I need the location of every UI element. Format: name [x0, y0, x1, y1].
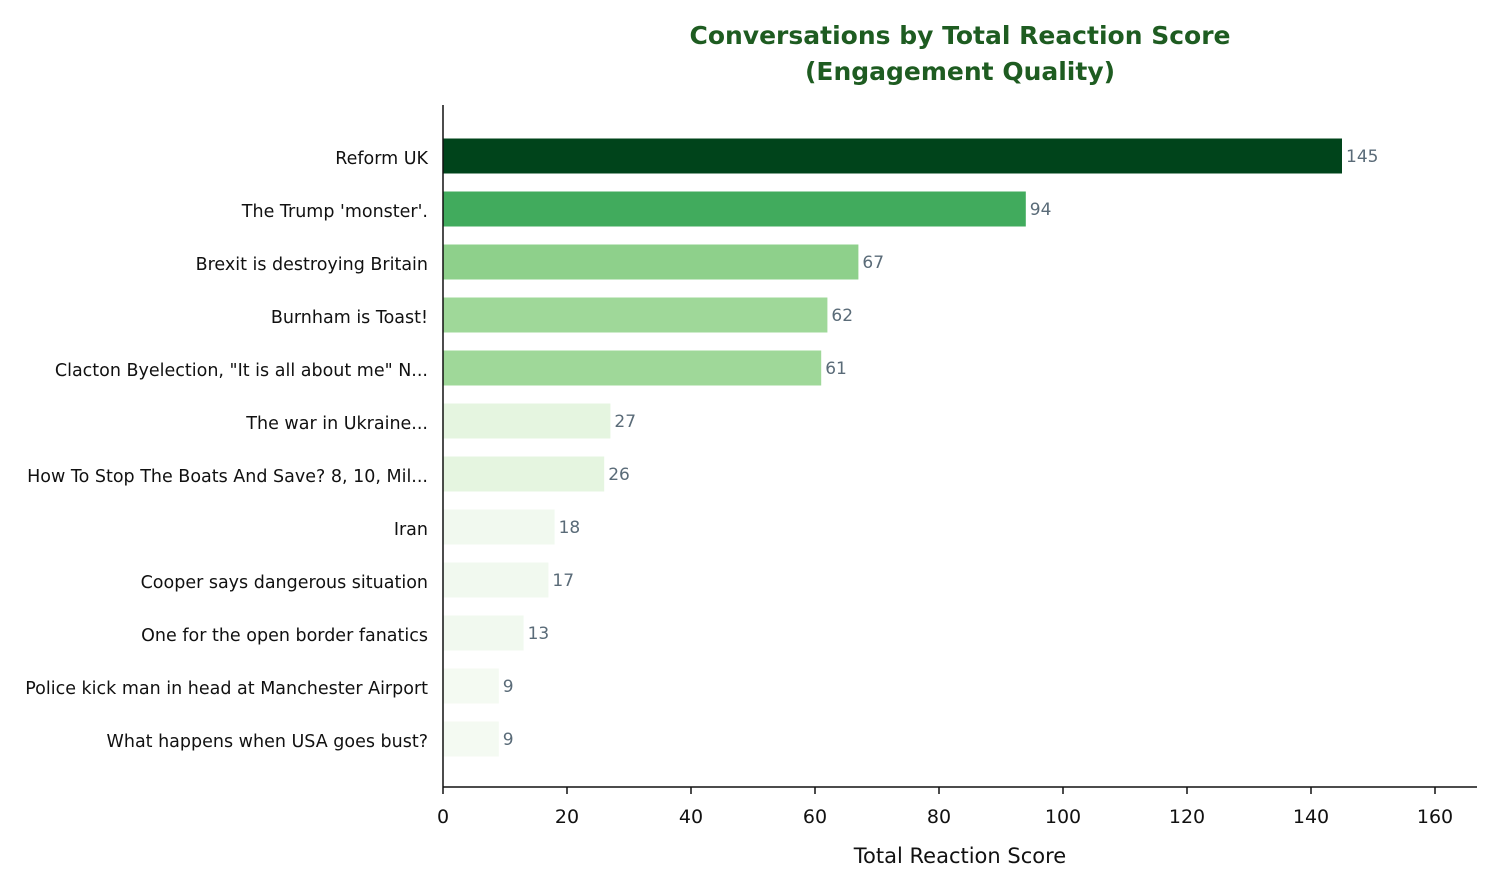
- category-label: How To Stop The Boats And Save? 8, 10, M…: [27, 467, 428, 487]
- category-label: What happens when USA goes bust?: [107, 732, 428, 752]
- value-label: 94: [1030, 200, 1052, 220]
- bar: [443, 138, 1342, 174]
- bar: [443, 244, 859, 280]
- bar: [443, 403, 611, 439]
- category-label: Cooper says dangerous situation: [141, 573, 428, 593]
- x-axis-title: Total Reaction Score: [853, 844, 1066, 868]
- x-tick-label: 160: [1417, 806, 1453, 828]
- x-axis-ticks: 0 20 40 60 80 100 120 140 160: [437, 787, 1453, 828]
- x-tick-label: 60: [803, 806, 827, 828]
- bar: [443, 668, 499, 704]
- category-label: Police kick man in head at Manchester Ai…: [25, 679, 428, 699]
- category-label: One for the open border fanatics: [141, 626, 428, 646]
- value-label: 27: [614, 412, 636, 432]
- x-tick-label: 100: [1045, 806, 1081, 828]
- chart-subtitle: (Engagement Quality): [805, 57, 1115, 86]
- chart-title: Conversations by Total Reaction Score: [689, 21, 1230, 50]
- value-label: 17: [552, 571, 574, 591]
- bar: [443, 615, 524, 651]
- value-labels: 145 94 67 62 61 27 26 18 17 13 9 9: [503, 147, 1379, 750]
- category-labels: Reform UK The Trump 'monster'. Brexit is d…: [25, 149, 428, 752]
- category-label: Brexit is destroying Britain: [196, 255, 428, 275]
- bar: [443, 350, 822, 386]
- x-tick-label: 0: [437, 806, 449, 828]
- bar: [443, 509, 555, 545]
- value-label: 62: [831, 306, 853, 326]
- category-label: The war in Ukraine...: [245, 414, 428, 434]
- x-tick-label: 80: [927, 806, 951, 828]
- bar: [443, 297, 828, 333]
- value-label: 18: [559, 518, 581, 538]
- value-label: 26: [608, 465, 630, 485]
- x-tick-label: 120: [1169, 806, 1205, 828]
- bars-group: [443, 138, 1342, 757]
- value-label: 9: [503, 730, 514, 750]
- x-tick-label: 140: [1293, 806, 1329, 828]
- category-label: Reform UK: [335, 149, 428, 169]
- category-label: Clacton Byelection, "It is all about me"…: [55, 361, 428, 381]
- value-label: 61: [825, 359, 847, 379]
- value-label: 9: [503, 677, 514, 697]
- value-label: 13: [528, 624, 550, 644]
- bar: [443, 191, 1026, 227]
- bar: [443, 721, 499, 757]
- bar: [443, 562, 549, 598]
- x-tick-label: 20: [555, 806, 579, 828]
- value-label: 145: [1346, 147, 1378, 167]
- x-tick-label: 40: [679, 806, 703, 828]
- value-label: 67: [862, 253, 884, 273]
- category-label: Iran: [394, 520, 428, 540]
- bar: [443, 456, 605, 492]
- category-label: The Trump 'monster'.: [241, 202, 428, 222]
- category-label: Burnham is Toast!: [271, 308, 428, 328]
